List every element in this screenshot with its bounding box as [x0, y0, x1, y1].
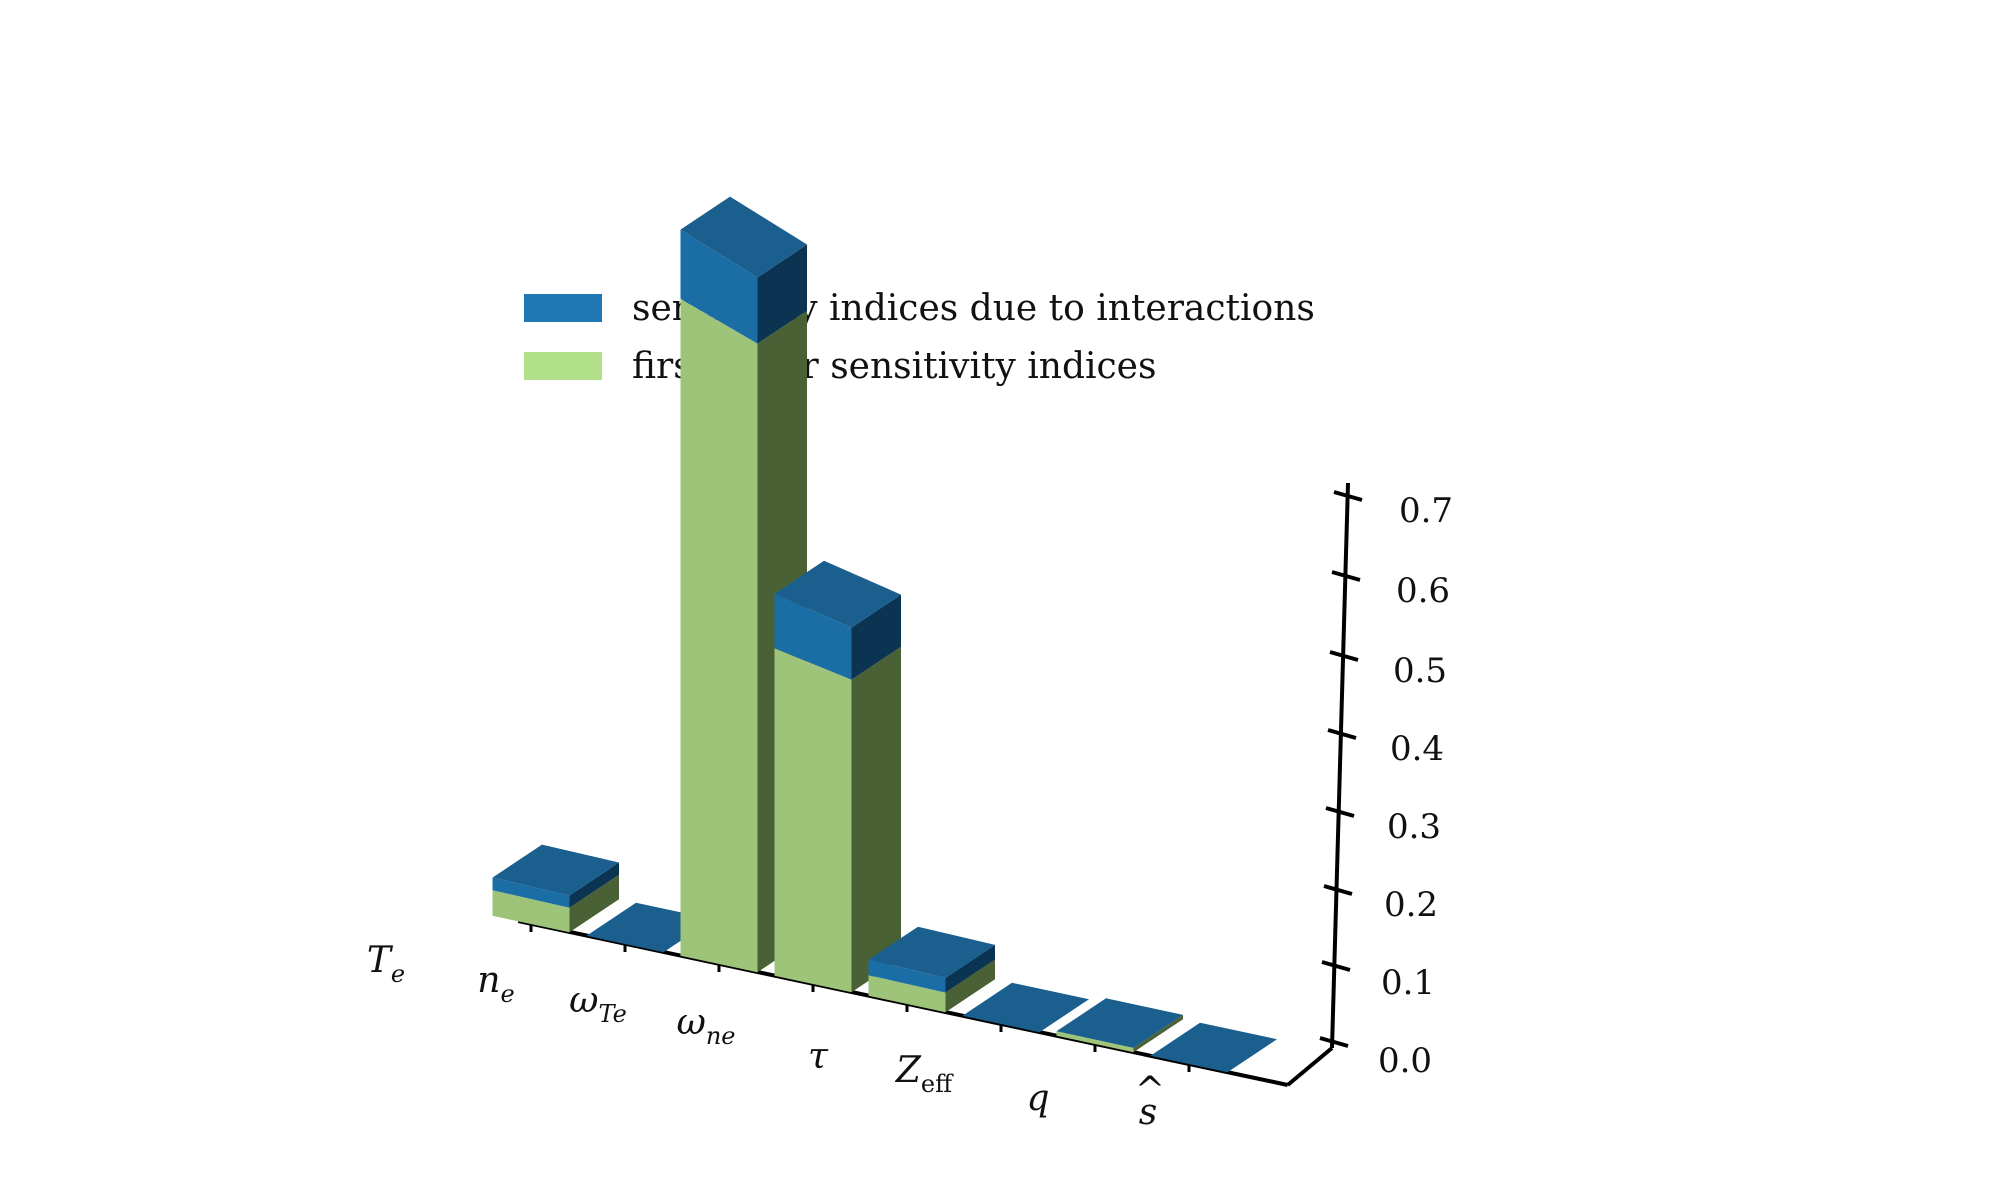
bar-interaction-front: [492, 877, 570, 908]
bar-interaction-side: [569, 862, 619, 908]
bar-top: [868, 926, 995, 978]
axes: 0.0 0.1 0.2 0.3 0.4 0.5 0.6 0.7: [517, 482, 1453, 1087]
bar-interaction-side: [757, 244, 807, 344]
bar-first-order-side: [945, 959, 995, 1013]
legend: sensitivity indices due to interactions …: [524, 288, 1315, 387]
y-tick: [1327, 728, 1357, 740]
bar-4: [868, 926, 995, 1013]
bar-first-order-side: [1133, 1014, 1183, 1053]
bars: [492, 196, 1277, 1073]
depth-axis-line: [1286, 1046, 1334, 1087]
bar-interaction-front: [680, 229, 758, 344]
y-tick-label: 0.7: [1399, 491, 1453, 531]
category-label: Zeff: [895, 1050, 954, 1098]
bar-0: [492, 844, 619, 933]
bar-top: [680, 196, 807, 278]
y-tick: [1323, 884, 1353, 896]
value-axis-line: [1330, 482, 1350, 1049]
category-label: s: [1139, 1092, 1157, 1133]
y-tick: [1329, 650, 1359, 662]
bar-first-order-front: [774, 648, 852, 993]
y-tick: [1319, 1036, 1349, 1048]
bar-5: [962, 982, 1089, 1033]
bar-6: [1056, 998, 1183, 1053]
bar-top: [774, 560, 901, 628]
bar-first-order-front: [492, 890, 570, 933]
y-tick: [1321, 960, 1351, 972]
category-label: Te: [367, 940, 405, 988]
hat-accent: ^: [1135, 1070, 1165, 1111]
bar-top: [1056, 998, 1183, 1048]
bar-interaction-front: [774, 593, 852, 680]
y-tick-label: 0.6: [1396, 571, 1450, 611]
bar-top: [1150, 1022, 1277, 1073]
y-tick-label: 0.0: [1378, 1041, 1432, 1081]
legend-swatch-interactions: [524, 294, 602, 322]
bar-first-order-side: [569, 874, 619, 933]
y-tick-label: 0.3: [1387, 807, 1441, 847]
category-label: q: [1026, 1078, 1049, 1119]
y-tick-label: 0.4: [1390, 729, 1444, 769]
y-tick-label: 0.5: [1393, 651, 1447, 691]
bar-first-order-side: [851, 646, 901, 993]
bar-7: [1150, 1022, 1277, 1073]
category-label: ωne: [676, 1002, 735, 1050]
bar-3: [774, 560, 901, 993]
bar-first-order-front: [868, 975, 946, 1013]
bar-first-order-front: [680, 298, 758, 973]
y-tick-label: 0.1: [1381, 963, 1435, 1003]
bar-top: [492, 844, 619, 896]
bar-top: [962, 982, 1089, 1033]
y-tick: [1331, 570, 1361, 582]
category-labels: Te ne ωTe ωne τ Zeff q s^: [367, 940, 1165, 1133]
bar-interaction-front: [868, 959, 946, 993]
category-label: ωTe: [569, 980, 627, 1028]
y-tick: [1333, 490, 1363, 502]
bar-interaction-side: [945, 944, 995, 993]
y-tick: [1325, 806, 1355, 818]
bar-interaction-side: [851, 594, 901, 680]
category-label: ne: [477, 960, 514, 1008]
legend-swatch-first-order: [524, 352, 602, 380]
category-label: τ: [808, 1036, 829, 1077]
bar-first-order-front: [1056, 1031, 1134, 1053]
y-tick-label: 0.2: [1384, 885, 1438, 925]
